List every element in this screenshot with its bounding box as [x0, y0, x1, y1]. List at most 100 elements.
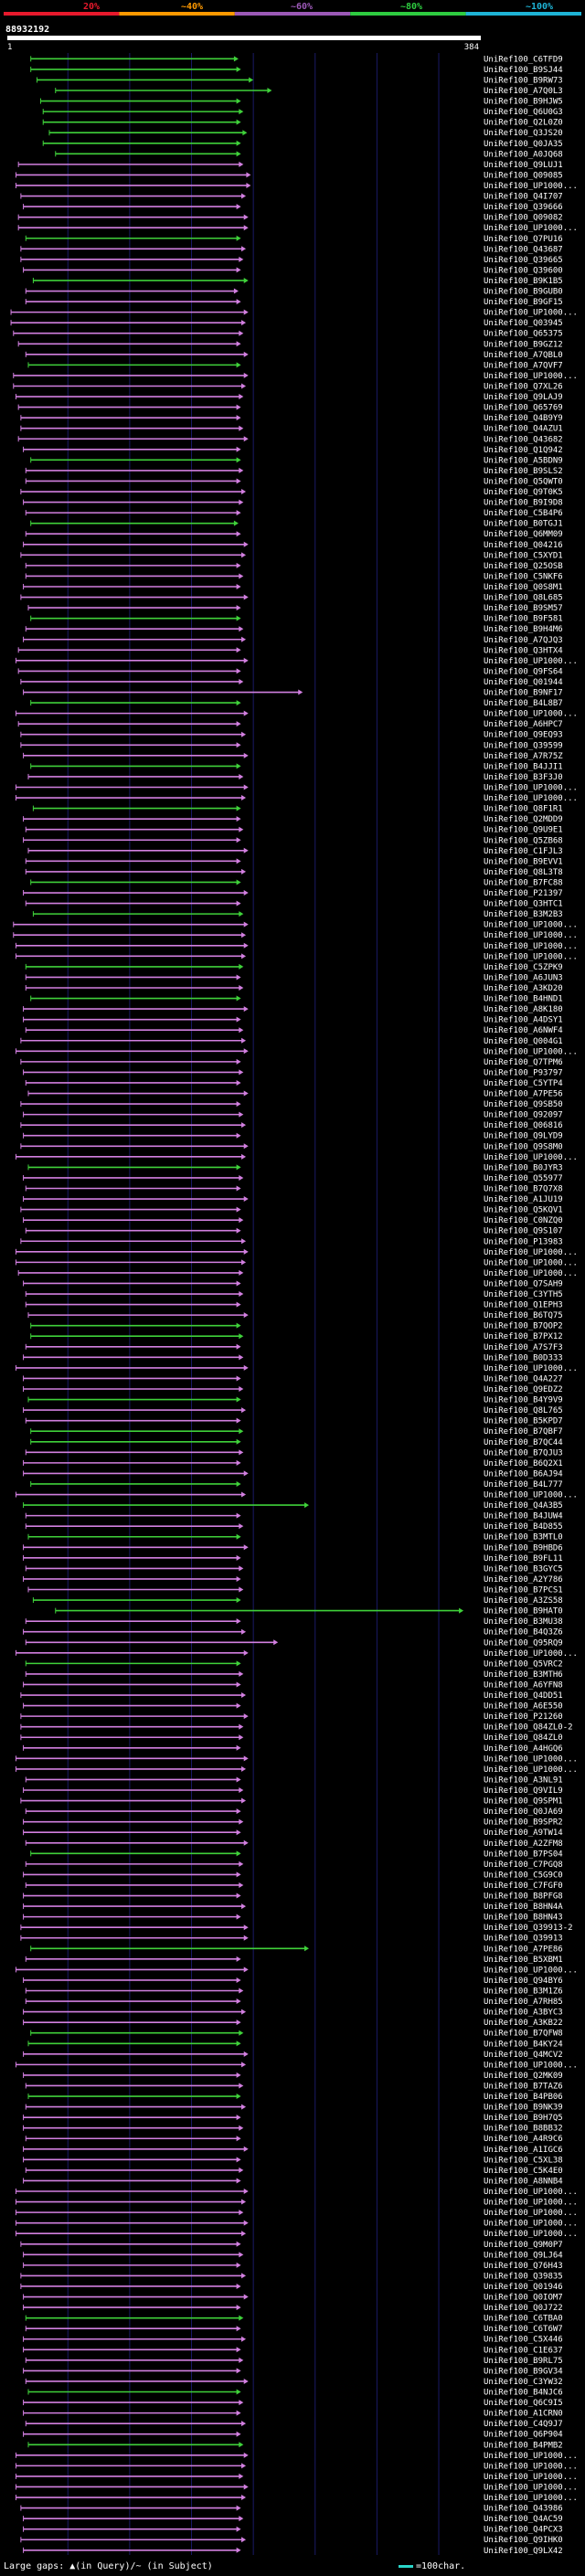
hit-label[interactable]: UniRef100_A7QVF7	[484, 361, 563, 370]
hit-label[interactable]: UniRef100_C5G9C0	[484, 1871, 563, 1880]
hit-label[interactable]: UniRef100_Q1EPH3	[484, 1301, 563, 1310]
hit-row[interactable]: UniRef100_Q0JA69	[25, 1807, 563, 1817]
hit-row[interactable]: UniRef100_Q43682	[17, 435, 563, 444]
hit-row[interactable]: UniRef100_B4NJC6	[27, 2389, 563, 2398]
hit-label[interactable]: UniRef100_C5XYD1	[484, 551, 563, 560]
hit-label[interactable]: UniRef100_B3F3J0	[484, 773, 563, 782]
hit-row[interactable]: UniRef100_Q9SPM1	[20, 1797, 563, 1807]
hit-label[interactable]: UniRef100_A8K180	[484, 1005, 563, 1014]
hit-row[interactable]: UniRef100_UP1000...	[15, 2209, 578, 2218]
hit-row[interactable]: UniRef100_A7QBL0	[25, 351, 563, 360]
hit-label[interactable]: UniRef100_Q39913	[484, 1935, 563, 1944]
hit-label[interactable]: UniRef100_B9FL11	[484, 1554, 563, 1564]
hit-label[interactable]: UniRef100_B7PS04	[484, 1850, 563, 1859]
hit-label[interactable]: UniRef100_B7QBF7	[484, 1427, 563, 1436]
hit-label[interactable]: UniRef100_UP1000...	[484, 2209, 578, 2218]
hit-row[interactable]: UniRef100_UP1000...	[15, 2230, 578, 2239]
hit-row[interactable]: UniRef100_Q004G1	[20, 1037, 563, 1046]
hit-row[interactable]: UniRef100_UP1000...	[15, 1649, 578, 1659]
hit-label[interactable]: UniRef100_Q39600	[484, 266, 563, 275]
hit-row[interactable]: UniRef100_B7QFW8	[30, 2030, 563, 2039]
hit-row[interactable]: UniRef100_Q5KQV1	[20, 1206, 563, 1215]
hit-label[interactable]: UniRef100_B3GYC5	[484, 1564, 563, 1574]
hit-row[interactable]: UniRef100_Q4AC59	[23, 2515, 563, 2524]
hit-row[interactable]: UniRef100_B7QBF7	[30, 1427, 563, 1436]
hit-label[interactable]: UniRef100_Q9S8M0	[484, 1142, 563, 1151]
hit-label[interactable]: UniRef100_Q2MDD9	[484, 815, 563, 824]
hit-row[interactable]: UniRef100_UP1000...	[15, 1754, 578, 1764]
hit-row[interactable]: UniRef100_B9SPR2	[23, 1818, 563, 1828]
hit-label[interactable]: UniRef100_Q3HTX4	[484, 646, 563, 655]
hit-label[interactable]: UniRef100_C5XL38	[484, 2156, 563, 2165]
hit-label[interactable]: UniRef100_B5XBM1	[484, 1956, 563, 1965]
hit-row[interactable]: UniRef100_Q04216	[23, 541, 563, 550]
hit-row[interactable]: UniRef100_A6NWF4	[25, 1026, 563, 1035]
hit-row[interactable]: UniRef100_C5ZPK9	[25, 963, 563, 972]
hit-label[interactable]: UniRef100_A2Y786	[484, 1575, 563, 1585]
hit-label[interactable]: UniRef100_A6YFN8	[484, 1680, 563, 1690]
hit-row[interactable]: UniRef100_Q39599	[20, 741, 563, 750]
hit-label[interactable]: UniRef100_Q01946	[484, 2283, 563, 2292]
hit-row[interactable]: UniRef100_A7PE86	[30, 1945, 563, 1954]
hit-label[interactable]: UniRef100_Q4B9Y9	[484, 414, 563, 423]
hit-label[interactable]: UniRef100_C5YTP4	[484, 1079, 563, 1088]
hit-row[interactable]: UniRef100_Q9LAJ9	[15, 393, 563, 402]
hit-row[interactable]: UniRef100_A7QVF7	[27, 361, 563, 370]
hit-label[interactable]: UniRef100_Q65769	[484, 404, 563, 413]
hit-row[interactable]: UniRef100_Q84ZL0	[20, 1733, 563, 1743]
hit-label[interactable]: UniRef100_UP1000...	[484, 182, 578, 191]
hit-label[interactable]: UniRef100_B7FC88	[484, 878, 563, 887]
hit-label[interactable]: UniRef100_Q9M0P7	[484, 2241, 563, 2250]
hit-label[interactable]: UniRef100_UP1000...	[484, 1649, 578, 1659]
hit-label[interactable]: UniRef100_Q65375	[484, 330, 563, 339]
hit-label[interactable]: UniRef100_Q4I707	[484, 193, 563, 202]
hit-label[interactable]: UniRef100_B7PCS1	[484, 1586, 563, 1595]
hit-row[interactable]: UniRef100_B9SLS2	[25, 467, 563, 476]
hit-row[interactable]: UniRef100_B7Q7X8	[25, 1184, 563, 1193]
hit-label[interactable]: UniRef100_B6Q2X1	[484, 1459, 563, 1468]
hit-row[interactable]: UniRef100_Q9EQ93	[20, 731, 563, 740]
hit-row[interactable]: UniRef100_B4KY24	[27, 2040, 563, 2049]
hit-label[interactable]: UniRef100_C1FJL3	[484, 847, 563, 856]
hit-label[interactable]: UniRef100_Q09082	[484, 214, 563, 223]
hit-row[interactable]: UniRef100_Q9T0K5	[20, 488, 563, 497]
hit-row[interactable]: UniRef100_Q4I707	[20, 193, 563, 202]
hit-label[interactable]: UniRef100_Q2L0Z0	[484, 119, 563, 128]
hit-row[interactable]: UniRef100_UP1000...	[13, 931, 578, 940]
hit-row[interactable]: UniRef100_A3KB22	[23, 2019, 563, 2028]
hit-label[interactable]: UniRef100_A7S7F3	[484, 1343, 563, 1352]
hit-row[interactable]: UniRef100_UP1000...	[15, 1491, 578, 1500]
hit-row[interactable]: UniRef100_B9GV34	[23, 2367, 563, 2376]
hit-row[interactable]: UniRef100_B3MTL0	[27, 1533, 563, 1542]
hit-row[interactable]: UniRef100_Q09082	[17, 214, 563, 223]
hit-row[interactable]: UniRef100_B9NK39	[25, 2104, 563, 2113]
hit-label[interactable]: UniRef100_UP1000...	[484, 1491, 578, 1500]
hit-row[interactable]: UniRef100_C3YTH5	[25, 1290, 563, 1299]
hit-label[interactable]: UniRef100_Q0J722	[484, 2304, 563, 2313]
hit-label[interactable]: UniRef100_C6TBA0	[484, 2315, 563, 2324]
hit-label[interactable]: UniRef100_B0TGJ1	[484, 520, 563, 529]
hit-label[interactable]: UniRef100_B9NK39	[484, 2104, 563, 2113]
hit-label[interactable]: UniRef100_UP1000...	[484, 2462, 578, 2471]
hit-row[interactable]: UniRef100_B5KPD7	[25, 1417, 563, 1426]
hit-label[interactable]: UniRef100_UP1000...	[484, 2483, 578, 2492]
hit-label[interactable]: UniRef100_B7PX12	[484, 1332, 563, 1341]
hit-row[interactable]: UniRef100_C5YTP4	[25, 1079, 563, 1088]
hit-row[interactable]: UniRef100_A4DSY1	[23, 1016, 563, 1025]
hit-row[interactable]: UniRef100_Q5ZB68	[23, 836, 563, 845]
hit-row[interactable]: UniRef100_Q25OSB	[25, 562, 563, 571]
hit-label[interactable]: UniRef100_B8BB32	[484, 2125, 563, 2134]
hit-row[interactable]: UniRef100_B7QC44	[30, 1438, 563, 1447]
hit-row[interactable]: UniRef100_Q9U9E1	[25, 826, 563, 835]
hit-row[interactable]: UniRef100_B3F3J0	[27, 773, 563, 782]
hit-label[interactable]: UniRef100_UP1000...	[484, 1765, 578, 1775]
hit-row[interactable]: UniRef100_UP1000...	[15, 1364, 578, 1373]
hit-row[interactable]: UniRef100_B7FC88	[30, 878, 563, 887]
hit-row[interactable]: UniRef100_B4PB06	[27, 2093, 563, 2102]
hit-row[interactable]: UniRef100_B6TQ75	[27, 1311, 563, 1320]
hit-label[interactable]: UniRef100_UP1000...	[484, 2494, 578, 2503]
hit-row[interactable]: UniRef100_B3MTH6	[25, 1670, 563, 1680]
hit-label[interactable]: UniRef100_P13983	[484, 1237, 563, 1246]
hit-label[interactable]: UniRef100_UP1000...	[484, 2188, 578, 2197]
hit-label[interactable]: UniRef100_UP1000...	[484, 2220, 578, 2229]
